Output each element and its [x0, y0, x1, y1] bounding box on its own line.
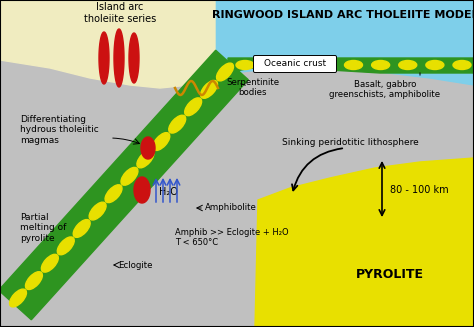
- Ellipse shape: [236, 60, 254, 70]
- Ellipse shape: [399, 60, 417, 70]
- Text: Oceanic crust: Oceanic crust: [264, 60, 326, 68]
- Ellipse shape: [263, 60, 281, 70]
- FancyBboxPatch shape: [254, 56, 337, 73]
- Ellipse shape: [9, 289, 27, 307]
- Polygon shape: [0, 50, 248, 320]
- Ellipse shape: [345, 60, 363, 70]
- Text: Sinking peridotitic lithosphere: Sinking peridotitic lithosphere: [282, 138, 419, 147]
- Ellipse shape: [137, 150, 154, 168]
- Text: Island arc
tholeiite series: Island arc tholeiite series: [84, 2, 156, 24]
- Polygon shape: [255, 158, 474, 327]
- Text: RINGWOOD ISLAND ARC THOLEIITE MODEL: RINGWOOD ISLAND ARC THOLEIITE MODEL: [212, 10, 474, 20]
- Ellipse shape: [153, 133, 170, 150]
- Text: Eclogite: Eclogite: [118, 261, 153, 269]
- Text: Serpentinite
bodies: Serpentinite bodies: [227, 78, 280, 97]
- Text: Amphibolite: Amphibolite: [205, 203, 257, 213]
- Ellipse shape: [318, 60, 336, 70]
- Text: 80 - 100 km: 80 - 100 km: [390, 185, 448, 195]
- Ellipse shape: [426, 60, 444, 70]
- Polygon shape: [228, 58, 474, 73]
- Text: H₂O: H₂O: [159, 187, 177, 197]
- Ellipse shape: [201, 80, 218, 98]
- Ellipse shape: [453, 60, 471, 70]
- Text: Partial
melting of
pyrolite: Partial melting of pyrolite: [20, 213, 66, 243]
- Ellipse shape: [26, 272, 42, 289]
- Ellipse shape: [169, 115, 186, 133]
- Polygon shape: [129, 33, 139, 83]
- Ellipse shape: [89, 202, 106, 220]
- Polygon shape: [0, 0, 215, 88]
- Ellipse shape: [121, 167, 138, 185]
- Ellipse shape: [217, 63, 234, 81]
- Ellipse shape: [41, 254, 58, 272]
- Polygon shape: [114, 29, 124, 87]
- Text: Amphib >> Eclogite + H₂O
T < 650°C: Amphib >> Eclogite + H₂O T < 650°C: [175, 228, 289, 248]
- Text: Basalt, gabbro
greenschists, amphibolite: Basalt, gabbro greenschists, amphibolite: [329, 80, 440, 99]
- Ellipse shape: [105, 185, 122, 203]
- Polygon shape: [215, 0, 474, 85]
- Text: Differentiating
hydrous tholeiitic
magmas: Differentiating hydrous tholeiitic magma…: [20, 115, 99, 145]
- Ellipse shape: [372, 60, 390, 70]
- Ellipse shape: [185, 98, 201, 116]
- Ellipse shape: [73, 219, 90, 237]
- Ellipse shape: [57, 237, 74, 255]
- Text: PYROLITE: PYROLITE: [356, 268, 424, 282]
- Ellipse shape: [290, 60, 308, 70]
- Polygon shape: [141, 137, 155, 159]
- Polygon shape: [134, 177, 150, 203]
- Polygon shape: [99, 32, 109, 84]
